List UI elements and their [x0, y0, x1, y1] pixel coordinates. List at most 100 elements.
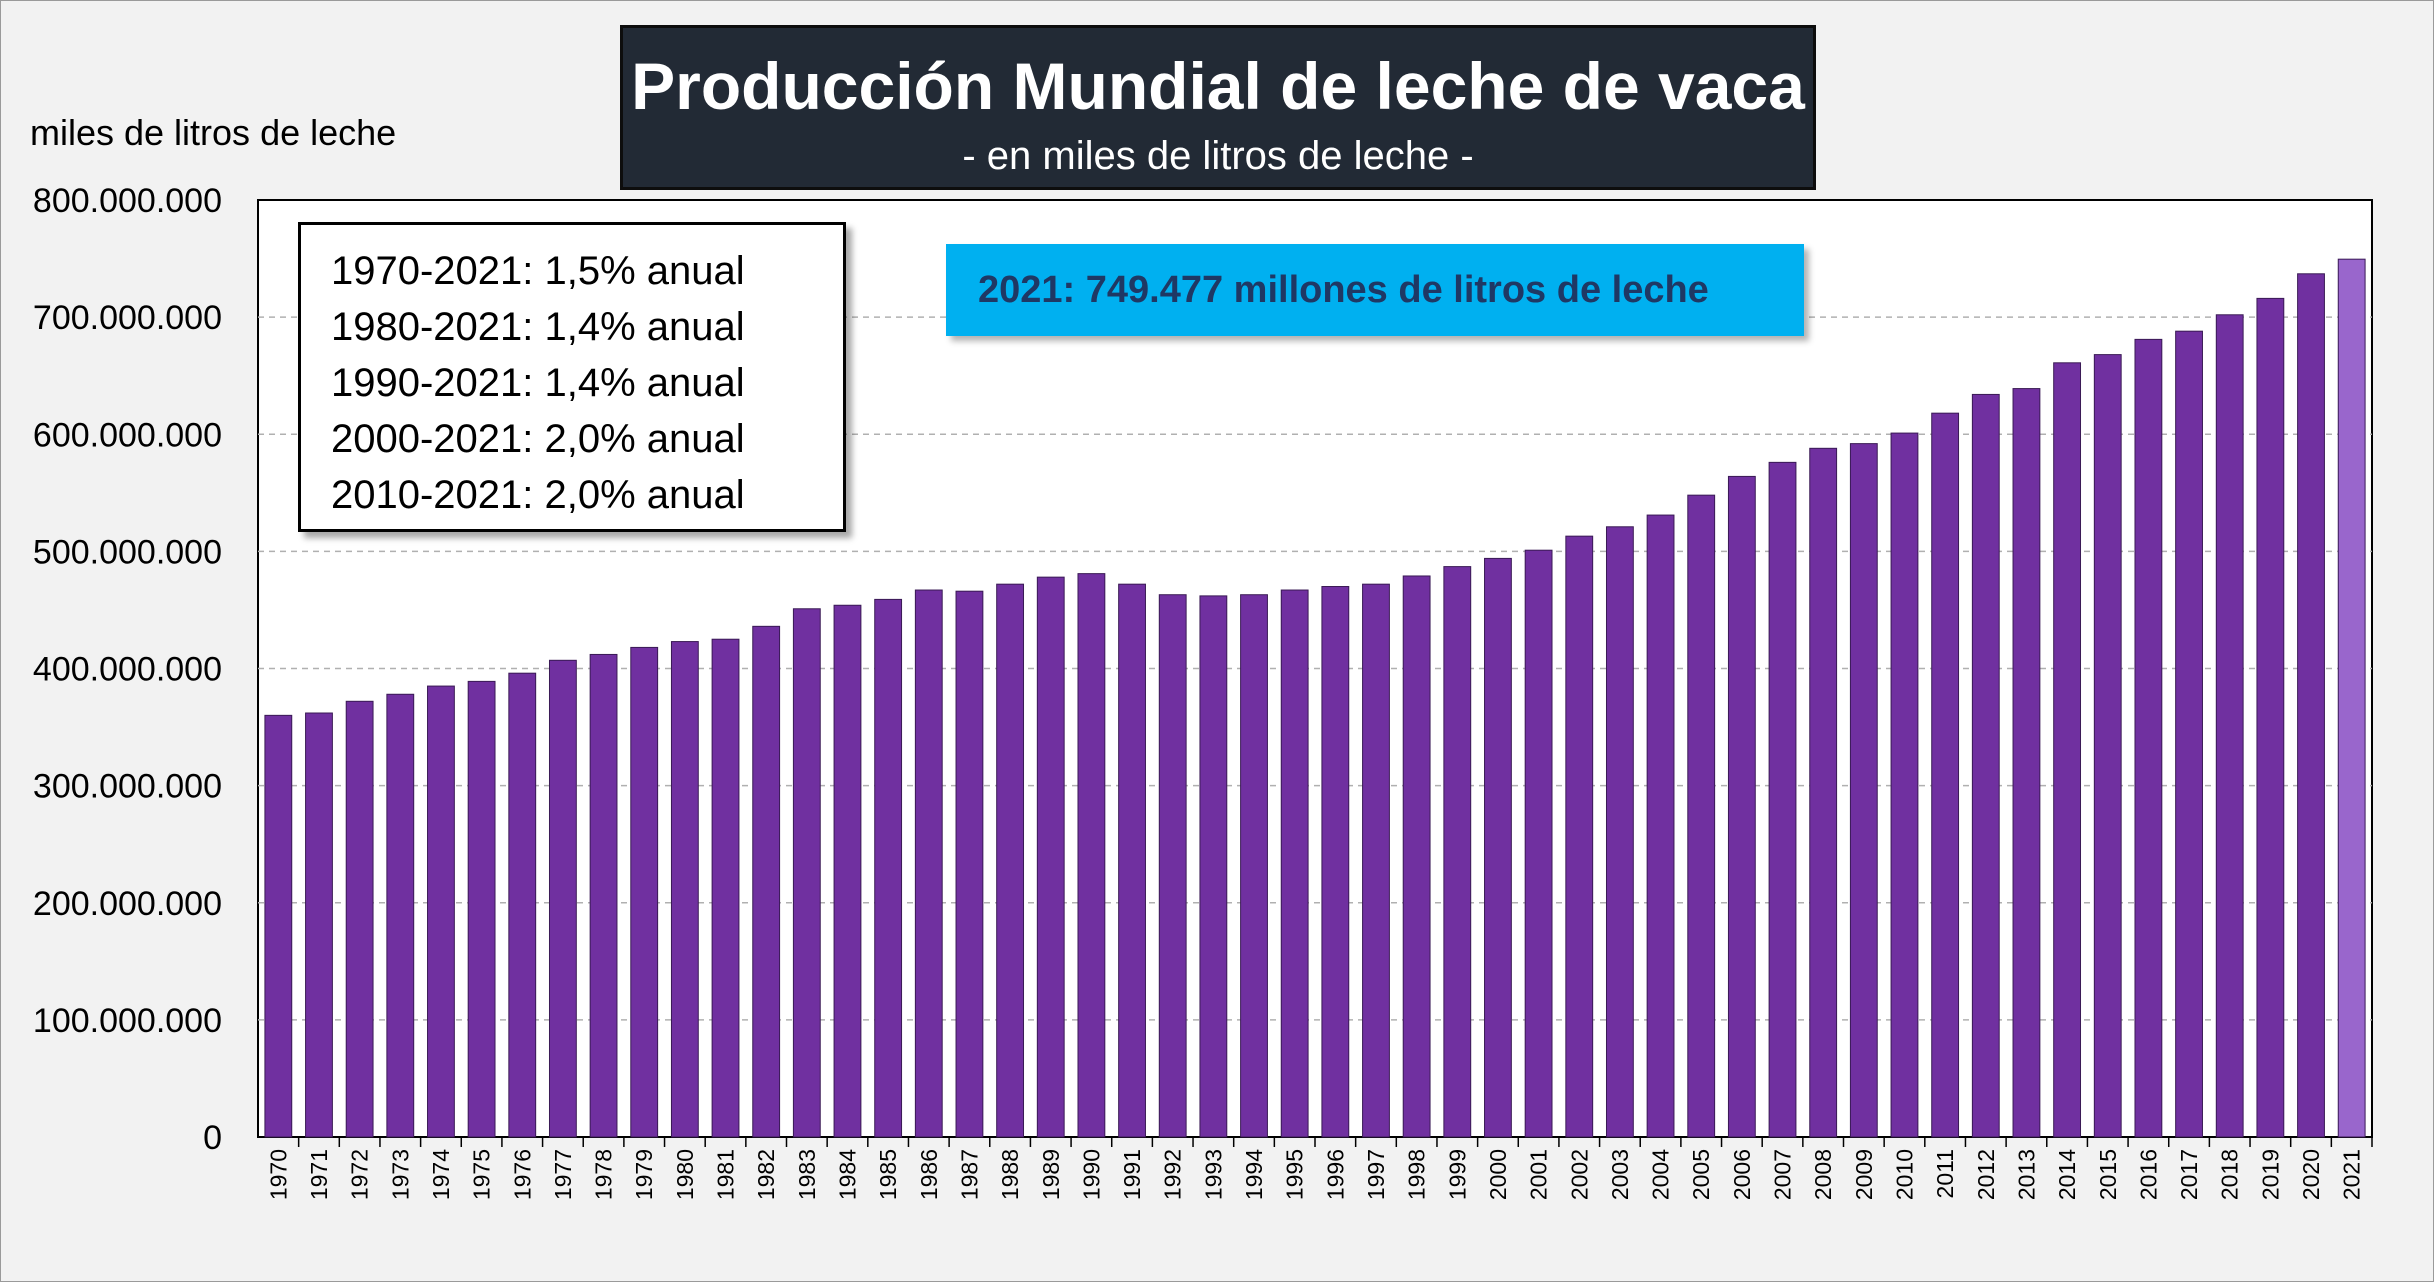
bar-2021 [2337, 258, 2366, 1138]
y-tick-label: 800.000.000 [33, 182, 222, 220]
y-tick-label: 100.000.000 [33, 1002, 222, 1040]
x-tick-label: 1989 [1038, 1149, 1064, 1200]
x-tick-label: 1988 [997, 1149, 1023, 1200]
x-tick-label: 2001 [1526, 1149, 1552, 1200]
bar-2016 [2134, 338, 2163, 1138]
x-tick-label: 2018 [2217, 1149, 2243, 1200]
highlight-callout: 2021: 749.477 millones de litros de lech… [946, 244, 1804, 336]
bar-1970 [264, 714, 293, 1138]
bar-1986 [914, 589, 943, 1138]
y-tick-label: 200.000.000 [33, 885, 222, 923]
bar-2020 [2297, 273, 2325, 1138]
bar-1979 [630, 646, 659, 1138]
x-tick-label: 1982 [753, 1149, 779, 1200]
bar-1975 [467, 680, 496, 1138]
bar-1981 [711, 638, 740, 1138]
bar-1989 [1036, 576, 1065, 1138]
x-tick-label: 2011 [1932, 1149, 1958, 1198]
x-tick-label: 1980 [672, 1149, 698, 1200]
x-tick-label: 1998 [1404, 1149, 1430, 1200]
x-tick-label: 2008 [1810, 1149, 1836, 1200]
bar-2013 [2012, 388, 2041, 1138]
bars [264, 258, 2366, 1138]
x-tick-label: 1973 [387, 1149, 413, 1200]
x-tick-label: 2009 [1851, 1149, 1877, 1200]
x-tick-label: 1992 [1160, 1149, 1186, 1200]
bar-2018 [2215, 314, 2244, 1138]
x-tick-label: 1975 [469, 1149, 495, 1200]
x-tick-label: 1995 [1282, 1149, 1308, 1200]
bar-1985 [874, 598, 903, 1138]
y-tick-label: 0 [203, 1119, 222, 1157]
bar-1973 [386, 693, 415, 1138]
x-tick-label: 2002 [1566, 1149, 1592, 1200]
x-tick-label: 2016 [2135, 1149, 2161, 1200]
x-tick-label: 1977 [550, 1149, 576, 1200]
bar-2010 [1890, 432, 1919, 1138]
x-tick-label: 1996 [1322, 1149, 1348, 1200]
bar-1982 [752, 625, 781, 1138]
bar-1990 [1077, 573, 1106, 1138]
bar-1992 [1158, 594, 1187, 1138]
x-tick-label: 1976 [509, 1149, 535, 1200]
bar-1974 [427, 685, 455, 1138]
bar-2006 [1727, 475, 1756, 1138]
x-tick-label: 1983 [794, 1149, 820, 1200]
growth-rate-1970: 1970-2021: 1,5% anual [331, 249, 745, 293]
chart-subtitle: - en miles de litros de leche - [962, 134, 1474, 178]
bar-1983 [792, 608, 821, 1138]
bar-2019 [2256, 297, 2285, 1138]
x-tick-label: 2000 [1485, 1149, 1511, 1200]
x-tick-labels: 1970 1971 1972 1973 1974 1975 1976 1977 1978 1979… [265, 1137, 2373, 1200]
x-tick-label: 1972 [347, 1149, 373, 1200]
bar-1988 [996, 583, 1025, 1138]
bar-1987 [955, 590, 984, 1138]
bar-1976 [508, 672, 537, 1138]
x-tick-label: 1997 [1363, 1149, 1389, 1200]
highlight-label: 2021: 749.477 millones de litros de lech… [978, 268, 1709, 311]
x-tick-label: 1993 [1200, 1149, 1226, 1200]
x-tick-label: 2019 [2257, 1149, 2283, 1200]
bar-2015 [2093, 354, 2122, 1138]
growth-rate-2000: 2000-2021: 2,0% anual [331, 417, 745, 461]
x-tick-label: 1994 [1241, 1149, 1267, 1200]
bar-1995 [1280, 589, 1309, 1138]
bar-1993 [1199, 595, 1228, 1138]
growth-rates-box: 1970-2021: 1,5% anual 1980-2021: 1,4% an… [298, 222, 846, 532]
bar-2004 [1646, 514, 1675, 1138]
x-tick-label: 2006 [1729, 1149, 1755, 1200]
x-tick-label: 2003 [1607, 1149, 1633, 1200]
bar-1994 [1240, 594, 1268, 1138]
bar-1980 [670, 641, 699, 1138]
x-tick-label: 2005 [1688, 1149, 1714, 1200]
bar-1999 [1443, 566, 1472, 1138]
bar-1972 [345, 700, 374, 1138]
x-tick-label: 2017 [2176, 1149, 2202, 1200]
x-tick-label: 1981 [713, 1149, 739, 1200]
y-tick-label: 700.000.000 [33, 299, 222, 337]
y-tick-label: 300.000.000 [33, 768, 222, 806]
growth-rate-1980: 1980-2021: 1,4% anual [331, 305, 745, 349]
title-box: Producción Mundial de leche de vaca - en… [620, 25, 1816, 190]
x-tick-label: 1990 [1078, 1149, 1104, 1200]
bar-2002 [1565, 535, 1594, 1138]
bar-2008 [1809, 447, 1838, 1138]
y-tick-label: 500.000.000 [33, 533, 222, 571]
bar-1971 [305, 712, 333, 1138]
x-tick-label: 1978 [591, 1149, 617, 1200]
y-tick-labels: 0 100.000.000 200.000.000 300.000.000 400.00… [33, 182, 222, 1157]
x-tick-label: 2004 [1648, 1149, 1674, 1200]
x-tick-label: 2015 [2095, 1149, 2121, 1200]
x-tick-label: 1986 [916, 1149, 942, 1200]
bar-2005 [1687, 494, 1716, 1138]
bar-2003 [1605, 526, 1634, 1138]
x-tick-label: 1985 [875, 1149, 901, 1200]
x-tick-label: 1974 [428, 1149, 454, 1200]
x-tick-label: 2014 [2054, 1149, 2080, 1200]
bar-2012 [1971, 393, 2000, 1138]
x-tick-label: 2013 [2013, 1149, 2039, 1200]
bar-1996 [1321, 586, 1350, 1138]
chart-title: Producción Mundial de leche de vaca [631, 49, 1805, 123]
bar-1997 [1362, 583, 1390, 1138]
